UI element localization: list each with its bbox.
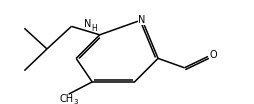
Text: N: N [138,15,146,25]
Text: H: H [91,24,97,33]
Text: CH: CH [60,94,74,104]
Text: N: N [84,19,91,29]
Text: O: O [210,50,217,60]
Text: 3: 3 [73,99,77,104]
